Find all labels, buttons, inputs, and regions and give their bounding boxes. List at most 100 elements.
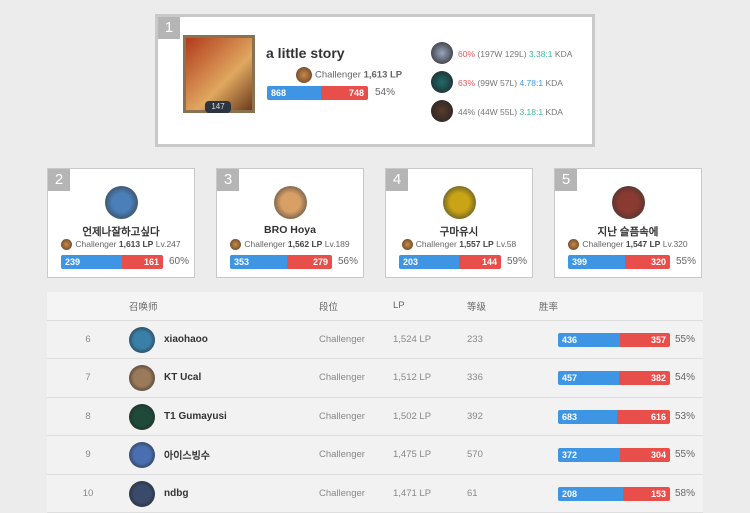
losses: 144 — [459, 255, 501, 269]
champion-stat: 60% (197W 129L) 3.38:1 KDA — [431, 42, 572, 64]
tier-info: Challenger 1,613 LP — [296, 67, 402, 83]
summoner[interactable]: ndbg — [129, 474, 319, 513]
win-loss-bar: 457 382 — [558, 371, 670, 385]
winrate: 59% — [507, 256, 528, 267]
profile-icon — [105, 186, 138, 219]
champ-kda: 3.18:1 — [519, 107, 544, 117]
lp: 1,512 LP — [393, 358, 467, 398]
player-card[interactable]: 4 구마유시 Challenger 1,557 LP Lv.58 203 144… — [385, 168, 533, 278]
summoner[interactable]: KT Ucal — [129, 358, 319, 398]
losses: 304 — [620, 448, 670, 462]
winrate-cell: 436 357 55% — [539, 320, 703, 359]
column-header: LP — [393, 292, 467, 321]
lp: 1,613 LP — [363, 69, 403, 81]
wins: 239 — [61, 255, 122, 269]
summoner-name[interactable]: xiaohaoo — [164, 333, 208, 345]
rank: 7 — [47, 358, 129, 398]
champ-record: (99W 57L) — [477, 78, 518, 88]
level-badge: 147 — [205, 101, 231, 113]
summoner[interactable]: T1 Gumayusi — [129, 397, 319, 436]
winrate: 53% — [675, 410, 696, 422]
table-row[interactable]: 8 T1 Gumayusi Challenger 1,502 LP 392 68… — [47, 397, 703, 436]
summoner[interactable]: 아이스빙수 — [129, 435, 319, 475]
wins: 457 — [558, 371, 619, 385]
win-loss-bar: 203 144 — [399, 255, 501, 269]
rank-badge: 1 — [158, 17, 180, 39]
champ-kda: 3.38:1 — [528, 49, 553, 59]
table-row[interactable]: 7 KT Ucal Challenger 1,512 LP 336 457 38… — [47, 358, 703, 398]
challenger-emblem-icon — [230, 239, 242, 251]
summoner-name[interactable]: 언제나잘하고싶다 — [82, 226, 160, 238]
summoner-name[interactable]: 구마유시 — [439, 226, 479, 238]
winrate: 55% — [676, 256, 697, 267]
rank-badge: 3 — [217, 169, 239, 191]
profile-icon — [612, 186, 645, 219]
win-loss-bar: 208 153 — [558, 486, 670, 501]
champion-stat: 44% (44W 55L) 3.18:1 KDA — [431, 100, 563, 122]
lp: 1,475 LP — [393, 435, 467, 475]
champ-record: (44W 55L) — [477, 107, 518, 117]
top-player-card[interactable]: 1 147 a little story Challenger 1,613 LP… — [155, 14, 595, 147]
column-header: 召唤师 — [129, 292, 319, 321]
column-header: 段位 — [319, 292, 393, 321]
table-row[interactable]: 9 아이스빙수 Challenger 1,475 LP 570 372 304 5… — [47, 435, 703, 475]
losses: 320 — [625, 255, 670, 269]
tier-info: Challenger 1,547 LP Lv.320 — [555, 239, 701, 251]
player-card[interactable]: 2 언제나잘하고싶다 Challenger 1,613 LP Lv.247 23… — [47, 168, 195, 278]
summoner-name[interactable]: 아이스빙수 — [164, 451, 210, 463]
tier: Challenger — [319, 358, 393, 398]
champ-record: (197W 129L) — [477, 49, 527, 59]
summoner-name[interactable]: BRO Hoya — [264, 224, 316, 236]
losses: 153 — [623, 486, 670, 501]
rank-badge: 2 — [48, 169, 70, 191]
profile-icon — [129, 442, 155, 468]
summoner-name[interactable]: 지난 슬픔속에 — [597, 226, 659, 238]
level: 336 — [467, 358, 539, 398]
win-loss-bar: 353 279 — [230, 255, 332, 269]
level: 61 — [467, 474, 539, 513]
profile-icon — [129, 326, 155, 353]
winrate: 58% — [675, 487, 696, 499]
wins: 372 — [558, 448, 620, 462]
wins: 868 — [267, 86, 321, 100]
level: 570 — [467, 435, 539, 475]
champion-icon — [431, 71, 453, 93]
table-row[interactable]: 6 xiaohaoo Challenger 1,524 LP 233 436 3… — [47, 320, 703, 359]
lp: 1,524 LP — [393, 320, 467, 359]
rank-badge: 4 — [386, 169, 408, 191]
champ-winrate: 63% — [458, 78, 476, 88]
player-card[interactable]: 3 BRO Hoya Challenger 1,562 LP Lv.189 35… — [216, 168, 364, 278]
losses: 748 — [321, 86, 368, 100]
losses: 357 — [620, 332, 670, 347]
level: 233 — [467, 320, 539, 359]
champion-stat: 63% (99W 57L) 4.78:1 KDA — [431, 71, 563, 93]
player-card[interactable]: 5 지난 슬픔속에 Challenger 1,547 LP Lv.320 399… — [554, 168, 702, 278]
winrate: 55% — [675, 333, 696, 345]
summoner-name[interactable]: ndbg — [164, 487, 189, 499]
summoner-name[interactable]: T1 Gumayusi — [164, 410, 227, 422]
tier: Challenger — [315, 69, 361, 81]
winrate: 55% — [675, 449, 696, 460]
column-header: 胜率 — [539, 292, 703, 321]
rank-badge: 5 — [555, 169, 577, 191]
win-loss-bar: 683 616 — [558, 409, 670, 424]
losses: 616 — [617, 409, 670, 424]
summoner-name[interactable]: a little story — [266, 45, 345, 61]
win-loss-bar: 239 161 — [61, 255, 163, 269]
kda-label: KDA — [545, 78, 563, 88]
wins: 208 — [558, 486, 623, 501]
challenger-emblem-icon — [401, 239, 413, 251]
champ-winrate: 60% — [458, 49, 476, 59]
profile-icon — [274, 186, 307, 219]
summoner-name[interactable]: KT Ucal — [164, 372, 202, 384]
winrate-cell: 457 382 54% — [539, 358, 703, 398]
tier-info: Challenger 1,562 LP Lv.189 — [217, 239, 363, 251]
winrate-cell: 683 616 53% — [539, 397, 703, 436]
rank: 8 — [47, 397, 129, 436]
win-loss-bar: 399 320 — [568, 255, 670, 269]
win-loss-bar: 436 357 — [558, 332, 670, 347]
lp: 1,471 LP — [393, 474, 467, 513]
summoner[interactable]: xiaohaoo — [129, 320, 319, 359]
losses: 382 — [619, 371, 670, 385]
table-row[interactable]: 10 ndbg Challenger 1,471 LP 61 208 153 58… — [47, 474, 703, 513]
